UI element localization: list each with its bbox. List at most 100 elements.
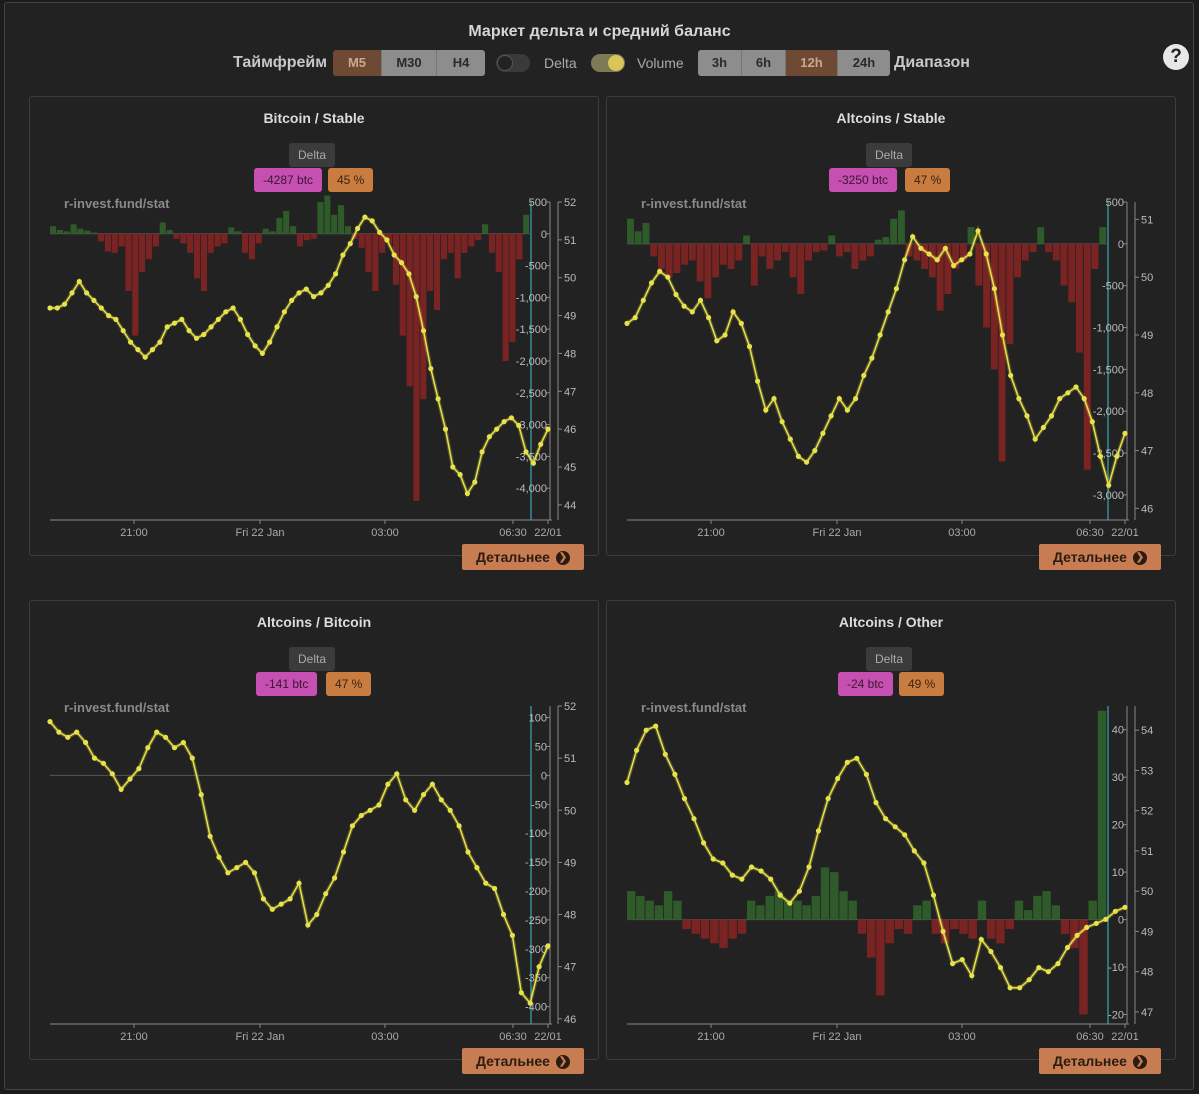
- details-button[interactable]: Детальнее ❯: [1039, 544, 1161, 570]
- details-button[interactable]: Детальнее ❯: [462, 1048, 584, 1074]
- details-button-label: Детальнее: [476, 1053, 550, 1069]
- delta-bar: [820, 867, 830, 920]
- x-tick-label: 06:30: [1076, 1031, 1104, 1043]
- balance-point: [180, 739, 186, 746]
- range-12h-button[interactable]: 12h: [786, 50, 838, 76]
- delta-bar: [756, 905, 765, 920]
- delta-bar: [735, 243, 743, 261]
- delta-bar: [848, 900, 857, 920]
- delta-bar: [221, 233, 228, 244]
- delta-bar: [766, 243, 774, 269]
- right-tick-label: 48: [564, 910, 576, 922]
- timeframe-h4-button[interactable]: H4: [437, 50, 485, 76]
- balance-point: [697, 297, 704, 303]
- balance-point: [634, 747, 640, 753]
- delta-bar: [682, 919, 691, 930]
- chart: 21:00 Fri 22 Jan 03:00 06:30 22/01 40 30 20 10 0 -…: [624, 706, 1153, 1043]
- balance-point: [333, 271, 339, 277]
- balance-point: [911, 848, 917, 854]
- right-tick-label: 54: [1141, 725, 1153, 737]
- balance-point: [223, 309, 229, 315]
- delta-bar: [867, 919, 876, 958]
- balance-point: [1106, 482, 1112, 488]
- balance-point: [362, 214, 368, 220]
- balance-point: [403, 797, 409, 803]
- delta-bar: [696, 243, 704, 282]
- volume-toggle[interactable]: [591, 54, 625, 72]
- balance-point: [391, 252, 397, 258]
- balance-point: [730, 309, 736, 315]
- chevron-right-icon: ❯: [555, 1055, 570, 1070]
- delta-value-badge: -24 btc: [838, 672, 893, 696]
- balance-point: [245, 331, 251, 338]
- delta-bar: [283, 210, 290, 234]
- balance-point: [171, 745, 178, 751]
- delta-bar: [959, 919, 968, 934]
- delta-bar: [262, 228, 269, 234]
- range-6h-button[interactable]: 6h: [742, 50, 786, 76]
- right-tick-label: 47: [1141, 1007, 1153, 1019]
- balance-point: [106, 313, 112, 319]
- delta-bar: [132, 233, 139, 336]
- delta-toggle[interactable]: [496, 54, 530, 72]
- balance-point: [1057, 396, 1063, 402]
- details-button[interactable]: Детальнее ❯: [462, 544, 584, 570]
- delta-bar: [358, 233, 365, 248]
- delta-bar: [874, 239, 882, 244]
- left-tick-label: -3,000: [1093, 490, 1124, 502]
- chart: 21:00 Fri 22 Jan 03:00 06:30 22/01 500 0 -500 -1…: [624, 197, 1153, 539]
- left-tick-label: 10: [1112, 867, 1124, 879]
- chevron-right-icon: ❯: [1132, 551, 1147, 566]
- range-3h-button[interactable]: 3h: [698, 50, 742, 76]
- delta-bar: [812, 243, 820, 253]
- delta-bar: [516, 233, 523, 260]
- balance-point: [109, 771, 115, 777]
- balance-point: [472, 479, 478, 485]
- balance-point: [918, 245, 924, 251]
- timeframe-selector: M5 M30 H4: [333, 50, 485, 76]
- right-tick-label: 45: [564, 462, 576, 474]
- balance-point: [806, 864, 812, 870]
- delta-bar: [774, 243, 781, 261]
- balance-point: [861, 372, 867, 379]
- delta-bar: [207, 233, 214, 253]
- balance-point: [281, 309, 287, 315]
- balance-point: [689, 309, 695, 315]
- balance-point: [934, 257, 940, 263]
- balance-point: [259, 350, 265, 356]
- delta-tag: Delta: [289, 143, 336, 167]
- balance-point: [1016, 396, 1022, 402]
- balance-point: [394, 771, 400, 777]
- delta-bar: [372, 233, 379, 291]
- left-tick-label: 0: [541, 770, 547, 782]
- balance-point: [76, 278, 82, 285]
- balance-point: [136, 766, 142, 772]
- range-24h-button[interactable]: 24h: [838, 50, 890, 76]
- delta-bar: [913, 243, 921, 261]
- delta-bar: [704, 243, 712, 299]
- balance-point: [340, 849, 347, 855]
- balance-point: [251, 870, 258, 876]
- delta-bar: [936, 243, 944, 311]
- x-tick-label: 03:00: [948, 1031, 976, 1043]
- delta-bar: [399, 233, 406, 336]
- delta-bar: [983, 243, 990, 328]
- timeframe-m30-button[interactable]: M30: [382, 50, 437, 76]
- right-tick-label: 50: [1141, 272, 1153, 284]
- delta-bar: [654, 905, 664, 920]
- details-button[interactable]: Детальнее ❯: [1039, 1048, 1161, 1074]
- x-tick-label: 03:00: [948, 527, 976, 539]
- balance-point: [1036, 965, 1042, 971]
- delta-bar: [420, 233, 427, 400]
- balance-point: [289, 297, 295, 303]
- delta-bar: [447, 233, 454, 253]
- right-tick-label: 47: [564, 386, 576, 398]
- delta-bar: [811, 895, 820, 920]
- balance-point: [825, 796, 831, 802]
- question-circle-icon[interactable]: ?: [1163, 44, 1189, 70]
- x-tick-label: 21:00: [120, 1031, 148, 1043]
- delta-bar: [1088, 900, 1097, 920]
- balance-point: [892, 824, 898, 830]
- timeframe-m5-button[interactable]: M5: [333, 50, 382, 76]
- delta-bar: [317, 202, 324, 234]
